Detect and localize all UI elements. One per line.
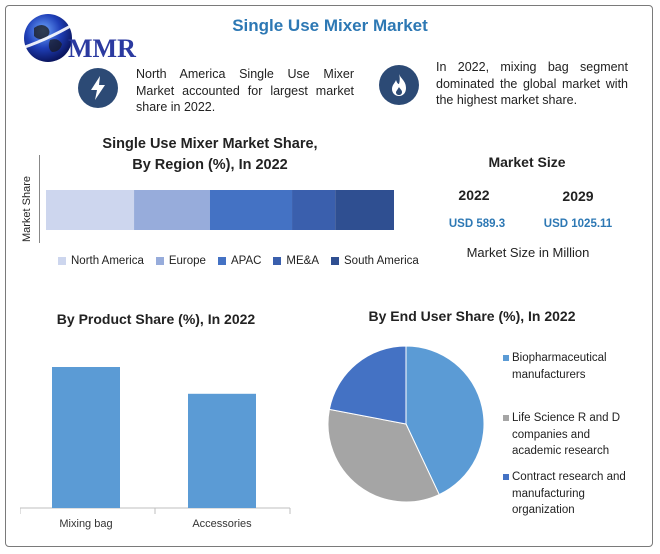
region-legend-label: ME&A: [286, 255, 320, 267]
pie-slice-3: [328, 345, 407, 425]
pie-legend-swatch: [503, 355, 509, 361]
pie-legend-item-life-science: Life Science R and D companies and acade…: [503, 410, 640, 460]
lightning-bolt-icon: [91, 76, 105, 100]
region-chart-legend: North America Europe APAC ME&A South America: [58, 254, 419, 268]
region-legend-label: South America: [344, 255, 419, 267]
region-legend-item: Europe: [155, 255, 206, 267]
highlight-2-text: In 2022, mixing bag segment dominated th…: [436, 60, 628, 107]
product-chart-title: By Product Share (%), In 2022: [56, 311, 256, 327]
highlight-1-icon-badge: [78, 68, 118, 108]
market-size-title: Market Size: [488, 154, 566, 170]
logo-text: MMR: [68, 34, 136, 63]
region-legend-label: APAC: [230, 255, 262, 267]
page-title: Single Use Mixer Market: [232, 16, 428, 35]
highlight-1-text: North America Single Use Mixer Market ac…: [136, 67, 354, 114]
region-segment-north-america: [46, 190, 135, 230]
region-stacked-bar: [46, 190, 394, 230]
region-segment-europe: [134, 190, 210, 230]
product-bar-mixing-bag: [52, 367, 120, 508]
pie-legend-swatch: [503, 474, 509, 480]
region-legend-swatch: [217, 257, 226, 265]
market-size-year-2029: 2029: [562, 188, 594, 204]
region-segment-south-america: [335, 190, 394, 230]
region-legend-item: North America: [58, 255, 144, 267]
pie-legend-item-contract: Contract research and manufacturing orga…: [503, 469, 640, 519]
region-segment-apac: [209, 190, 293, 230]
enduser-chart-title: By End User Share (%), In 2022: [368, 308, 576, 324]
region-chart-title-line-2: By Region (%), In 2022: [132, 157, 288, 173]
market-size-value-2029: USD 1025.11: [543, 218, 613, 230]
market-size-year-2022: 2022: [458, 187, 490, 203]
region-legend-swatch: [273, 257, 282, 265]
region-legend-swatch: [155, 257, 164, 265]
enduser-pie-chart: [327, 345, 485, 503]
region-chart-y-axis-label: Market Share: [21, 175, 33, 243]
pie-legend-label: Contract research and manufacturing orga…: [512, 471, 626, 516]
product-tick-label: Mixing bag: [59, 518, 112, 530]
region-chart-y-axis-line: [39, 155, 40, 243]
frame-border: [5, 5, 653, 547]
region-legend-label: Europe: [168, 255, 206, 267]
region-legend-item: APAC: [217, 255, 262, 267]
region-legend-label: North America: [71, 255, 144, 267]
product-tick-label: Accessories: [192, 518, 252, 530]
pie-legend-label: Biopharmaceutical manufacturers: [512, 352, 607, 381]
region-legend-item: South America: [331, 255, 419, 267]
flame-icon: [392, 74, 406, 96]
region-legend-item: ME&A: [273, 255, 319, 267]
market-size-value-2022: USD 589.3: [448, 218, 506, 230]
pie-legend-label: Life Science R and D companies and acade…: [512, 412, 621, 457]
globe-icon: [21, 14, 85, 62]
market-size-note: Market Size in Million: [466, 245, 590, 260]
highlight-2-icon-badge: [379, 65, 419, 105]
pie-slice-1: [405, 345, 485, 496]
region-chart-title-line-1: Single Use Mixer Market Share,: [102, 136, 318, 152]
pie-slice-2: [327, 408, 440, 503]
logo: [16, 8, 146, 66]
region-legend-swatch: [58, 257, 66, 265]
region-legend-swatch: [331, 257, 340, 265]
product-bar-chart: Mixing bag Accessories: [20, 367, 291, 530]
region-segment-me-a: [292, 190, 336, 230]
pie-legend-swatch: [503, 415, 509, 421]
region-chart-title: Single Use Mixer Market Share, By Region…: [80, 134, 340, 176]
product-bar-accessories: [188, 393, 256, 508]
pie-legend-item-biopharma: Biopharmaceutical manufacturers: [503, 350, 640, 383]
